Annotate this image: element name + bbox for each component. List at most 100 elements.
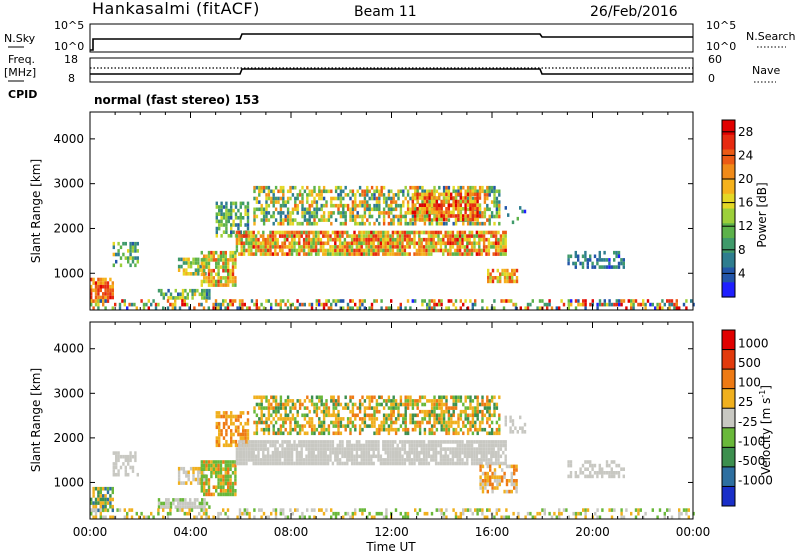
heatmap-cell [397, 409, 400, 414]
heatmap-cell [358, 185, 362, 190]
heatmap-cell [513, 468, 516, 472]
heatmap-cell [210, 467, 213, 471]
heatmap-cell [452, 189, 455, 194]
heatmap-cell [574, 515, 578, 520]
heatmap-cell [485, 252, 488, 256]
heatmap-cell [238, 306, 242, 310]
heatmap-cell [519, 306, 522, 310]
heatmap-cell [389, 461, 392, 466]
heatmap-cell [490, 458, 493, 462]
heatmap-cell [245, 458, 248, 462]
heatmap-cell [350, 443, 354, 448]
heatmap-cell [293, 443, 296, 448]
heatmap-cell [458, 248, 462, 253]
heatmap-cell [495, 511, 498, 516]
heatmap-cell [452, 399, 455, 403]
heatmap-cell [282, 511, 285, 516]
heatmap-cell [166, 306, 170, 310]
heatmap-cell [451, 252, 455, 256]
heatmap-cell [222, 258, 225, 262]
heatmap-cell [521, 209, 524, 214]
heatmap-cell [301, 203, 304, 208]
heatmap-cell [397, 214, 400, 219]
heatmap-cell [452, 199, 455, 204]
heatmap-cell [239, 205, 242, 209]
heatmap-cell [224, 250, 227, 255]
heatmap-cell [493, 413, 496, 418]
heatmap-cell [361, 417, 364, 421]
heatmap-cell [289, 427, 292, 432]
heatmap-cell [253, 185, 256, 190]
heatmap-cell [402, 427, 405, 432]
heatmap-cell [420, 447, 423, 451]
heatmap-cell [289, 431, 292, 436]
nsky-tick-top: 10^5 [54, 19, 84, 32]
heatmap-cell [317, 248, 320, 253]
heatmap-cell [219, 478, 223, 482]
heatmap-cell [265, 395, 268, 400]
heatmap-cell [468, 248, 471, 253]
heatmap-cell [234, 250, 237, 255]
heatmap-cell [474, 302, 477, 307]
heatmap-cell [499, 443, 503, 448]
heatmap-cell [433, 192, 436, 197]
heatmap-cell [630, 306, 633, 310]
heatmap-cell [330, 221, 333, 226]
heatmap-cell [414, 189, 417, 194]
heatmap-cell [433, 395, 436, 400]
heatmap-cell [408, 461, 411, 466]
heatmap-cell [442, 210, 446, 215]
heatmap-cell [129, 241, 132, 246]
heatmap-cell [255, 299, 258, 303]
heatmap-cell [613, 265, 616, 269]
heatmap-cell [470, 461, 474, 466]
heatmap-cell [353, 252, 356, 256]
heatmap-cell [314, 440, 318, 444]
heatmap-cell [117, 252, 120, 257]
heatmap-cell [326, 237, 330, 242]
heatmap-cell [267, 409, 271, 414]
heatmap-cell [360, 252, 363, 256]
heatmap-cell [160, 288, 163, 293]
heatmap-cell [255, 306, 258, 310]
heatmap-cell [502, 299, 506, 303]
heatmap-cell [358, 447, 361, 451]
heatmap-cell [656, 302, 659, 307]
heatmap-cell [94, 501, 98, 505]
heatmap-cell [270, 200, 273, 204]
heatmap-cell [360, 234, 363, 238]
heatmap-cell [394, 230, 397, 235]
heatmap-cell [353, 461, 356, 466]
heatmap-cell [620, 261, 623, 266]
heatmap-cell [543, 508, 546, 512]
heatmap-cell [264, 458, 267, 462]
heatmap-cell [242, 432, 245, 437]
heatmap-cell [162, 508, 165, 512]
heatmap-cell [298, 399, 302, 403]
heatmap-cell [555, 515, 558, 520]
heatmap-cell [353, 454, 356, 459]
heatmap-cell [248, 515, 251, 520]
heatmap-cell [541, 508, 544, 512]
heatmap-cell [127, 462, 130, 466]
heatmap-cell [358, 193, 362, 197]
heatmap-cell [229, 485, 232, 489]
heatmap-cell [435, 207, 438, 211]
heatmap-cell [342, 306, 345, 310]
heatmap-cell [479, 475, 482, 479]
heatmap-cell [498, 475, 501, 479]
heatmap-cell [462, 420, 465, 425]
heatmap-cell [134, 451, 137, 455]
heatmap-cell [516, 430, 519, 434]
heatmap-cell [430, 234, 433, 238]
heatmap-cell [358, 248, 361, 253]
heatmap-cell [244, 432, 247, 437]
heatmap-cell [406, 454, 409, 459]
heatmap-cell [227, 460, 230, 464]
heatmap-cell [215, 205, 218, 209]
heatmap-cell [262, 230, 265, 235]
heatmap-cell [252, 234, 255, 238]
heatmap-cell [428, 399, 431, 403]
heatmap-cell [469, 211, 472, 215]
heatmap-cell [286, 431, 290, 436]
